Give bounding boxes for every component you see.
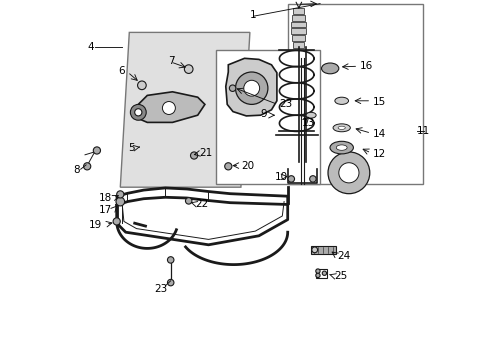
Text: 16: 16: [359, 60, 372, 71]
Polygon shape: [225, 58, 276, 116]
Circle shape: [338, 163, 358, 183]
Text: 23: 23: [279, 99, 292, 109]
Circle shape: [244, 80, 259, 96]
Polygon shape: [134, 92, 204, 122]
Circle shape: [83, 163, 91, 170]
Ellipse shape: [329, 141, 353, 154]
Circle shape: [235, 72, 267, 104]
Text: 17: 17: [99, 204, 112, 215]
Text: 24: 24: [337, 251, 350, 261]
Circle shape: [190, 152, 197, 159]
Text: 14: 14: [372, 129, 385, 139]
Circle shape: [315, 273, 320, 278]
Text: 9: 9: [260, 109, 266, 120]
Text: 10: 10: [275, 172, 287, 182]
Ellipse shape: [334, 97, 348, 104]
Circle shape: [229, 85, 235, 91]
Text: 18: 18: [99, 193, 112, 203]
Ellipse shape: [336, 145, 346, 150]
Circle shape: [224, 163, 231, 170]
Text: 23: 23: [154, 284, 167, 294]
Circle shape: [117, 191, 123, 198]
Circle shape: [287, 176, 294, 182]
Text: 20: 20: [241, 161, 253, 171]
Circle shape: [167, 279, 174, 286]
Circle shape: [309, 176, 316, 182]
Text: 11: 11: [416, 126, 429, 136]
Bar: [291, 15, 305, 21]
Circle shape: [184, 65, 193, 73]
Ellipse shape: [321, 63, 338, 74]
Circle shape: [93, 147, 101, 154]
Bar: [287, 4, 422, 184]
Circle shape: [162, 102, 175, 114]
Circle shape: [113, 218, 120, 225]
Text: 7: 7: [168, 56, 174, 66]
Circle shape: [137, 81, 146, 90]
Circle shape: [130, 104, 146, 120]
Bar: [215, 50, 320, 184]
Text: 22: 22: [195, 199, 208, 210]
Ellipse shape: [305, 112, 316, 118]
Circle shape: [134, 109, 142, 116]
Polygon shape: [120, 32, 249, 187]
Circle shape: [322, 271, 326, 275]
Bar: [291, 35, 305, 41]
Text: 6: 6: [118, 66, 125, 76]
Bar: [292, 8, 304, 14]
Text: 25: 25: [333, 271, 346, 282]
Circle shape: [116, 197, 124, 206]
Text: 13: 13: [301, 118, 314, 128]
Bar: [290, 22, 305, 27]
Circle shape: [311, 247, 317, 253]
Bar: [290, 28, 305, 34]
Text: 15: 15: [372, 96, 385, 107]
Text: 12: 12: [372, 149, 385, 159]
Bar: [310, 246, 335, 254]
Text: 21: 21: [199, 148, 212, 158]
Circle shape: [327, 152, 369, 194]
Circle shape: [167, 257, 174, 263]
Circle shape: [185, 198, 192, 204]
Text: 8: 8: [73, 165, 80, 175]
Text: 1: 1: [250, 10, 256, 20]
Text: 5: 5: [128, 143, 134, 153]
Bar: [292, 42, 304, 48]
Circle shape: [315, 269, 320, 273]
Text: 4: 4: [87, 42, 94, 52]
Bar: [316, 269, 326, 278]
Ellipse shape: [337, 126, 345, 129]
Text: 19: 19: [89, 220, 102, 230]
Ellipse shape: [332, 124, 349, 132]
